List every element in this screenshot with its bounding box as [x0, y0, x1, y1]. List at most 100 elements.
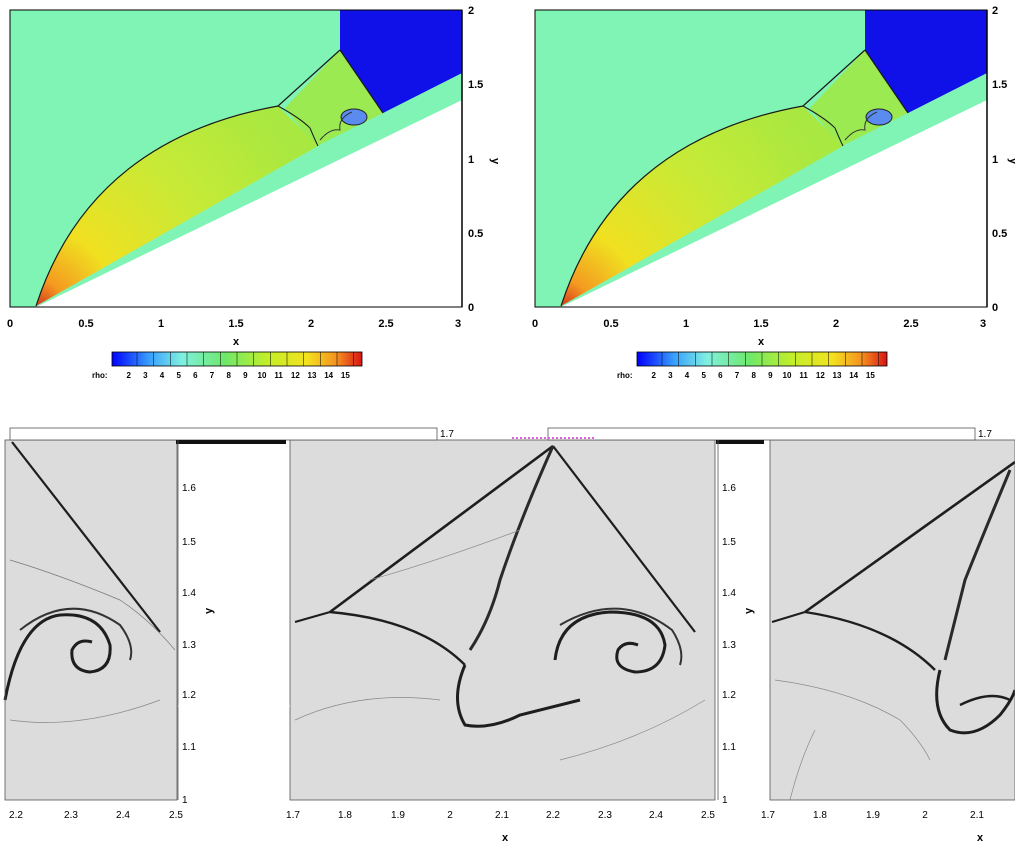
schlieren-panel-right [769, 439, 1015, 801]
colorbar-tick-label: 8 [751, 371, 756, 380]
contour-line [9, 559, 176, 651]
colorbar-tick-label: 5 [701, 371, 706, 380]
x-tick-label: 2.1 [495, 810, 509, 821]
x-tick-label: 2.2 [9, 810, 23, 821]
x-axis-label: x [977, 832, 984, 844]
incident-shock [804, 460, 1015, 614]
y-tick-label: 0.5 [468, 228, 483, 240]
y-axis-label: y [1007, 158, 1015, 165]
x-tick-label: 2.5 [169, 810, 183, 821]
vortex-outer-arc [19, 607, 133, 661]
low-density-region [340, 10, 462, 113]
plot-frame [289, 439, 716, 801]
bottom-middle-x-axis: 1.7 1.8 1.9 2 2.1 2.2 2.3 2.4 2.5 x [286, 810, 715, 844]
x-axis-label: x [502, 832, 509, 844]
y-tick-label: 2 [468, 5, 474, 17]
contour-line [559, 699, 706, 761]
slip-line [802, 105, 844, 147]
x-tick-label: 0.5 [603, 318, 618, 330]
vortex-spiral [553, 610, 667, 674]
y-tick-label: 1.7 [978, 429, 992, 440]
vortex-wake [319, 111, 353, 141]
x-tick-label: 2 [833, 318, 839, 330]
contour-line [9, 699, 161, 723]
y-tick-label: 1 [722, 795, 728, 806]
colorbar-tick-label: 12 [816, 371, 825, 380]
x-tick-label: 1.9 [391, 810, 405, 821]
colorbar-tick-label: 5 [176, 371, 181, 380]
shocked-wedge-region [36, 106, 318, 306]
x-tick-label: 3 [455, 318, 461, 330]
vortex-ring [340, 108, 368, 126]
incident-shock [329, 444, 554, 614]
bottom-right-y-axis: 1.6 1.5 1.4 1.3 1.2 1.1 1 y [717, 440, 755, 806]
frame-strip [9, 427, 438, 441]
colorbar-tick-label: 3 [668, 371, 673, 380]
x-tick-label: 1.7 [761, 810, 775, 821]
colorbar-dividers [136, 352, 354, 366]
x-tick-label: 0 [532, 318, 538, 330]
y-tick-label: 0 [468, 302, 474, 314]
colorbar-tick-label: 4 [160, 371, 165, 380]
y-tick-label: 1.2 [182, 690, 196, 701]
x-tick-label: 1.8 [813, 810, 827, 821]
x-tick-label: 2.4 [116, 810, 130, 821]
y-axis-label: y [203, 607, 215, 614]
y-tick-label: 1.5 [992, 79, 1007, 91]
y-tick-label: 1.5 [468, 79, 483, 91]
y-tick-label: 1.2 [722, 690, 736, 701]
colorbar-tick-label: 14 [324, 371, 333, 380]
y-tick-label: 1.7 [440, 429, 454, 440]
colorbar-label: rho: [92, 371, 108, 380]
x-tick-label: 0.5 [78, 318, 93, 330]
colorbar-tick-label: 11 [274, 371, 283, 380]
colorbar-tick-label: 11 [799, 371, 808, 380]
colorbar-tick-label: 13 [308, 371, 317, 380]
x-tick-label: 2.5 [903, 318, 918, 330]
x-tick-label: 1.9 [866, 810, 880, 821]
incident-shock [802, 49, 866, 107]
colorbar-tick-label: 10 [783, 371, 792, 380]
reflected-shock [552, 445, 696, 633]
colorbar-tick-label: 12 [291, 371, 300, 380]
mach-stem [771, 610, 806, 624]
x-tick-label: 1 [683, 318, 689, 330]
slip-line [277, 105, 319, 147]
colorbar-tick-label: 6 [193, 371, 198, 380]
x-tick-label: 2 [308, 318, 314, 330]
wedge-surface [36, 100, 462, 307]
colorbar-tick-label: 2 [651, 371, 656, 380]
y-tick-label: 1.1 [182, 742, 196, 753]
x-tick-label: 3 [980, 318, 986, 330]
shocked-wedge-region [561, 106, 843, 306]
x-tick-label: 0 [7, 318, 13, 330]
shear-layer [468, 445, 555, 651]
y-tick-label: 1 [992, 154, 998, 166]
vortex-roll [456, 664, 581, 728]
colorbar-tick-label: 9 [243, 371, 248, 380]
contour-line [774, 679, 931, 761]
colorbar-tick-label: 7 [210, 371, 215, 380]
y-tick-label: 1.3 [182, 640, 196, 651]
x-tick-label: 1 [158, 318, 164, 330]
x-axis-label: x [233, 336, 240, 348]
frame-strip [716, 440, 764, 444]
overlap-strips: 1.7 1.7 [9, 427, 992, 444]
x-tick-label: 1.8 [338, 810, 352, 821]
y-tick-label: 1.5 [182, 537, 196, 548]
shear-layer [943, 469, 1012, 661]
top-right-x-axis: 0 0.5 1 1.5 2 2.5 3 x [532, 318, 986, 348]
contour-panel-left [9, 9, 463, 308]
vortex-outer-arc [559, 607, 683, 666]
x-tick-label: 2.5 [701, 810, 715, 821]
y-tick-label: 0 [992, 302, 998, 314]
x-tick-label: 2.3 [598, 810, 612, 821]
x-axis-label: x [758, 336, 765, 348]
vortex-spiral [3, 613, 112, 701]
top-left-x-axis: 0 0.5 1 1.5 2 2.5 3 x [7, 318, 461, 348]
vortex-core [866, 109, 892, 125]
low-density-region [865, 10, 987, 113]
y-axis-label: y [489, 158, 501, 165]
slip-line [329, 610, 466, 666]
